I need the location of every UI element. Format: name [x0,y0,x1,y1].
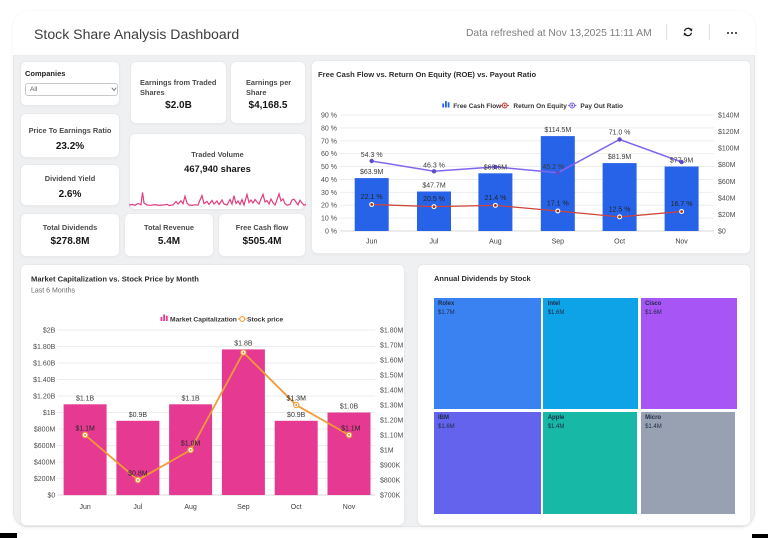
svg-text:$1.50M: $1.50M [380,373,404,380]
svg-text:Free Cash Flow: Free Cash Flow [453,103,502,110]
svg-text:10 %: 10 % [321,216,337,223]
svg-text:$47.7M: $47.7M [422,183,446,190]
svg-text:$1.1M: $1.1M [75,426,95,433]
svg-text:$20M: $20M [718,212,736,219]
svg-text:$1.1M: $1.1M [341,426,361,433]
svg-text:$1.8B: $1.8B [234,340,253,347]
svg-text:$40M: $40M [718,195,736,202]
svg-text:$1.1B: $1.1B [181,395,200,402]
svg-text:16.7 %: 16.7 % [671,201,693,208]
svg-text:$1B: $1B [43,410,56,417]
svg-text:54.3 %: 54.3 % [361,152,383,159]
svg-text:Last 6 Months: Last 6 Months [31,288,75,295]
svg-text:$200M: $200M [34,476,56,483]
svg-text:Oct: Oct [614,239,625,246]
svg-text:$0.9B: $0.9B [287,412,306,419]
svg-text:21.4 %: 21.4 % [485,195,507,202]
svg-text:$69.6M: $69.6M [484,164,508,171]
svg-text:Free Cash Flow vs. Return On E: Free Cash Flow vs. Return On Equity (ROE… [318,70,537,79]
svg-text:$1.80M: $1.80M [380,328,404,335]
svg-text:$120M: $120M [718,129,740,136]
svg-text:Nov: Nov [343,504,356,511]
svg-text:$1.20B: $1.20B [33,394,56,401]
svg-text:Return On Equity: Return On Equity [513,103,567,110]
svg-text:$140M: $140M [718,113,740,120]
svg-text:30 %: 30 % [321,190,337,197]
svg-text:$1.0B: $1.0B [340,404,359,411]
svg-text:Aug: Aug [489,239,502,246]
svg-text:$1.80B: $1.80B [33,344,56,351]
svg-text:$114.5M: $114.5M [544,127,571,134]
svg-text:$80M: $80M [718,162,736,169]
svg-text:$1.60B: $1.60B [33,361,56,368]
svg-text:$2B: $2B [43,328,56,335]
svg-text:$600M: $600M [34,443,56,450]
svg-text:50 %: 50 % [321,164,337,171]
svg-text:$1.30M: $1.30M [380,403,404,410]
svg-text:Jul: Jul [430,239,439,246]
svg-text:Market Capitalization: Market Capitalization [170,317,237,324]
svg-text:Nov: Nov [675,239,688,246]
svg-text:Jun: Jun [79,504,90,511]
svg-text:22.1 %: 22.1 % [361,194,383,201]
svg-text:$1.40M: $1.40M [380,388,404,395]
svg-text:$0.8M: $0.8M [128,471,148,478]
svg-text:$100M: $100M [718,146,740,153]
svg-text:45.2 %: 45.2 % [542,164,564,171]
svg-text:Jul: Jul [133,504,142,511]
svg-text:20.5 %: 20.5 % [423,196,445,203]
svg-text:$800K: $800K [380,478,401,485]
svg-text:Sep: Sep [237,504,250,511]
svg-text:$800M: $800M [34,427,56,434]
svg-text:0 %: 0 % [325,229,337,236]
svg-text:71.0 %: 71.0 % [609,130,631,137]
svg-text:Pay Out Ratio: Pay Out Ratio [580,103,623,110]
svg-text:Aug: Aug [184,504,197,511]
svg-text:$81.9M: $81.9M [608,154,632,161]
svg-text:Stock price: Stock price [247,317,283,324]
svg-text:40 %: 40 % [321,177,337,184]
svg-text:Market Capitalization vs. Stoc: Market Capitalization vs. Stock Price by… [31,275,199,284]
svg-text:$1.40B: $1.40B [33,377,56,384]
svg-text:20 %: 20 % [321,203,337,210]
svg-text:60 %: 60 % [321,151,337,158]
svg-text:$1.20M: $1.20M [380,418,404,425]
svg-text:$1M: $1M [380,448,394,455]
svg-text:$1.60M: $1.60M [380,358,404,365]
svg-text:$1.0M: $1.0M [181,441,201,448]
svg-text:$1.10M: $1.10M [380,433,404,440]
svg-text:70 %: 70 % [321,138,337,145]
svg-text:$0: $0 [718,229,726,236]
svg-text:$0.9B: $0.9B [129,412,148,419]
svg-text:$700K: $700K [380,493,401,500]
svg-text:$0: $0 [48,493,56,500]
svg-text:80 %: 80 % [321,125,337,132]
svg-text:Oct: Oct [291,504,302,511]
svg-text:46.3 %: 46.3 % [423,162,445,169]
svg-text:$400M: $400M [34,460,56,467]
svg-text:Sep: Sep [552,239,565,246]
svg-text:$900K: $900K [380,463,401,470]
svg-text:$1.70M: $1.70M [380,343,404,350]
svg-text:90 %: 90 % [321,113,337,120]
svg-text:$60M: $60M [718,179,736,186]
svg-text:$77.9M: $77.9M [670,158,694,165]
svg-text:$63.9M: $63.9M [360,169,384,176]
svg-text:Jun: Jun [366,239,377,246]
svg-text:$1.1B: $1.1B [76,395,95,402]
svg-text:$1.3M: $1.3M [286,396,306,403]
svg-text:17.1 %: 17.1 % [547,201,569,208]
svg-text:12.5 %: 12.5 % [609,206,631,213]
